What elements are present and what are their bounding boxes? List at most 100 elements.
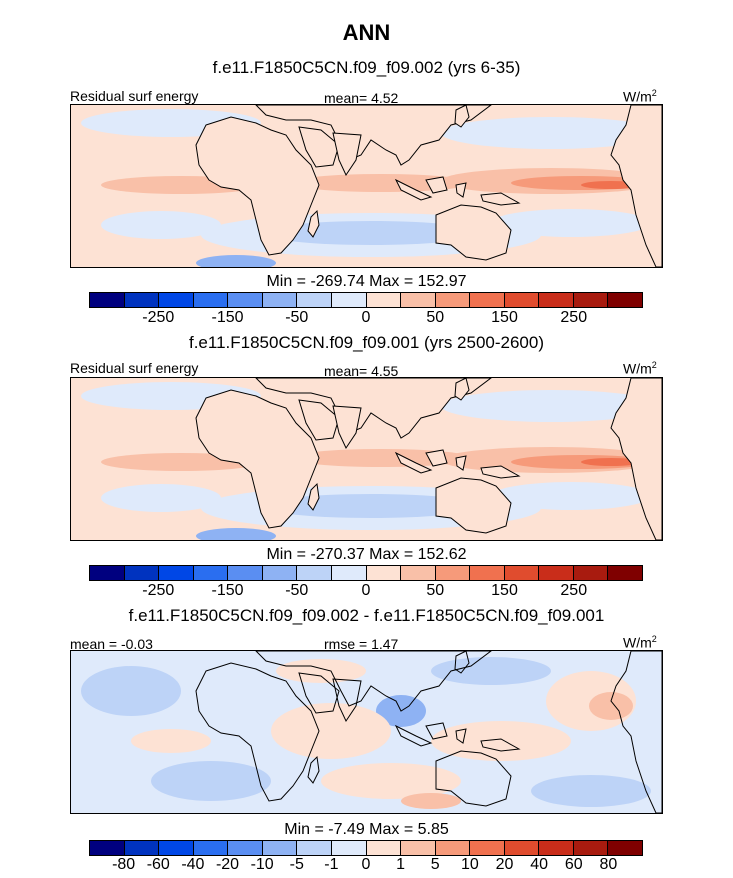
tick-label: -50 [285,582,309,599]
colorbar-swatch [470,293,505,307]
colorbar-swatch [401,566,436,580]
colorbar-swatch [331,841,367,855]
colorbar-swatch [90,841,125,855]
colorbar-swatch [573,293,609,307]
colorbar-swatch [504,293,540,307]
panel1-minmax: Min = -269.74 Max = 152.97 [266,273,467,290]
colorbar-swatch [608,293,642,307]
colorbar-swatch [90,566,125,580]
tick-label: 0 [361,309,371,326]
figure-title: ANN [342,20,391,45]
panel3-mean-label: mean = -0.03 [70,636,153,652]
tick-label: 60 [564,856,583,873]
tick-label: -250 [142,582,175,599]
tick-label: 0 [361,582,371,599]
colorbar-swatch [539,841,574,855]
colorbar-swatch [297,566,332,580]
tick-label: -40 [181,856,205,873]
tick-label: 0 [361,856,371,873]
tick-label: 50 [426,309,445,326]
panel3-title: f.e11.F1850C5CN.f09_f09.002 - f.e11.F185… [128,606,605,625]
colorbar-swatch [470,841,505,855]
tick-label: 150 [491,582,518,599]
tick-label: 250 [560,309,588,326]
tick-label: 5 [430,856,440,873]
panel1-colorbar [89,292,643,308]
tick-label: -80 [112,856,136,873]
tick-label: 150 [491,309,518,326]
panel3-map [70,650,663,814]
colorbar-swatch [401,841,436,855]
tick-label: 10 [460,856,479,873]
colorbar-swatch [504,566,540,580]
colorbar-swatch [159,293,194,307]
panel2-colorbar-ticks: -250 -150 -50 0 50 150 250 [89,582,643,600]
colorbar-swatch [193,841,229,855]
colorbar-swatch [297,293,332,307]
colorbar-swatch [228,566,263,580]
panel2-map [70,377,663,541]
colorbar-swatch [228,293,263,307]
tick-label: -5 [289,856,304,873]
tick-label: 50 [426,582,445,599]
panel1-variable-label: Residual surf energy [70,88,199,104]
panel2-units-label: W/m2 [623,360,657,377]
panel1-mean-label: mean= 4.52 [324,90,399,106]
panel2-mean-label: mean= 4.55 [324,363,399,379]
colorbar-swatch [573,841,609,855]
panel1-colorbar-ticks: -250 -150 -50 0 50 150 250 [89,309,643,327]
colorbar-swatch [228,841,263,855]
colorbar-swatch [331,566,367,580]
colorbar-swatch [262,293,298,307]
tick-label: 1 [396,856,406,873]
colorbar-swatch [193,293,229,307]
tick-label: -250 [142,309,175,326]
panel2-variable-label: Residual surf energy [70,360,199,376]
tick-label: -150 [211,309,244,326]
colorbar-swatch [608,841,642,855]
panel3-minmax: Min = -7.49 Max = 5.85 [284,821,449,838]
colorbar-swatch [401,293,436,307]
panel2-colorbar [89,565,643,581]
colorbar-swatch [435,841,471,855]
tick-label: -150 [211,582,244,599]
panel3-units-label: W/m2 [623,634,657,651]
panel3-colorbar [89,840,643,856]
colorbar-swatch [470,566,505,580]
colorbar-swatch [608,566,642,580]
tick-label: 80 [599,856,618,873]
panel1-title: f.e11.F1850C5CN.f09_f09.002 (yrs 6-35) [212,58,521,77]
colorbar-swatch [159,566,194,580]
colorbar-swatch [262,566,298,580]
colorbar-swatch [573,566,609,580]
colorbar-swatch [435,566,471,580]
colorbar-swatch [90,293,125,307]
panel2-minmax: Min = -270.37 Max = 152.62 [266,546,467,563]
colorbar-swatch [504,841,540,855]
colorbar-swatch [331,293,367,307]
colorbar-swatch [124,841,160,855]
colorbar-swatch [193,566,229,580]
colorbar-swatch [435,293,471,307]
panel2-title: f.e11.F1850C5CN.f09_f09.001 (yrs 2500-26… [188,333,545,352]
colorbar-swatch [539,293,574,307]
colorbar-swatch [124,293,160,307]
tick-label: -1 [324,856,339,873]
panel1-map [70,104,663,268]
colorbar-swatch [124,566,160,580]
panel3-rmse-label: rmse = 1.47 [324,636,399,652]
tick-label: 20 [495,856,514,873]
tick-label: 250 [560,582,588,599]
colorbar-swatch [366,293,402,307]
colorbar-swatch [366,841,402,855]
panel3-colorbar-ticks: -80 -60 -40 -20 -10 -5 -1 0 1 5 10 20 40… [89,856,643,874]
colorbar-swatch [159,841,194,855]
colorbar-swatch [539,566,574,580]
tick-label: -20 [215,856,240,873]
colorbar-swatch [297,841,332,855]
tick-label: 40 [530,856,549,873]
colorbar-swatch [262,841,298,855]
panel1-units-label: W/m2 [623,88,657,105]
tick-label: -50 [285,309,309,326]
tick-label: -60 [146,856,170,873]
